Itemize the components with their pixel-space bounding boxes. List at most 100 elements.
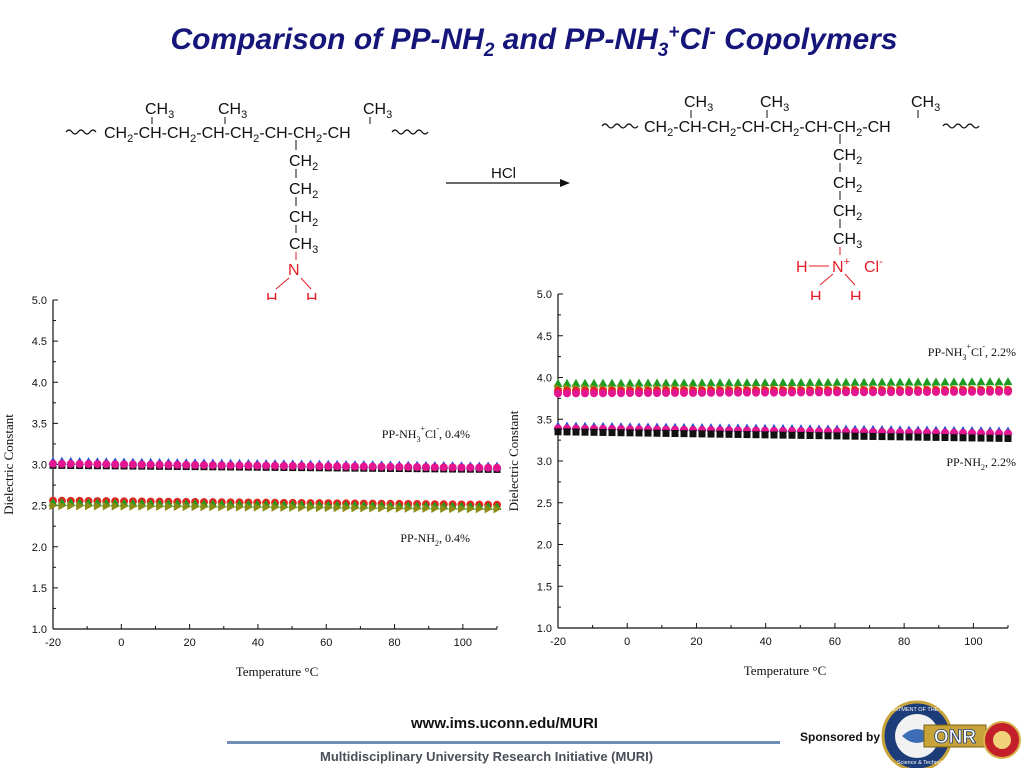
- title-text-2: and PP-NH: [494, 23, 658, 56]
- data-point-6: [554, 428, 562, 436]
- data-point-2: [244, 461, 253, 470]
- data-point-2: [155, 460, 164, 469]
- data-point-0: [850, 377, 860, 386]
- data-point-2: [57, 459, 66, 468]
- right-nitrogen: N+: [832, 256, 850, 276]
- data-point-2: [279, 461, 288, 470]
- left-dielectric-chart: 1.0 1.5 2.0 2.5 3.0 3.5 4.0 4.5 5.0 -20 0 20 40 60 80 1…: [1, 295, 502, 679]
- data-point-6: [860, 432, 868, 440]
- data-point-6: [887, 433, 895, 441]
- x-tick-label: 40: [760, 636, 772, 648]
- data-point-3: [851, 388, 859, 397]
- data-point-0: [985, 377, 995, 386]
- data-point-2: [226, 461, 235, 470]
- data-point-3: [572, 389, 580, 398]
- data-point-6: [752, 431, 760, 439]
- data-point-0: [868, 377, 878, 386]
- annotation-subscript: 2: [435, 539, 439, 548]
- data-point-5: [235, 502, 244, 512]
- data-point-6: [734, 430, 742, 438]
- data-point-6: [878, 433, 886, 441]
- title-subscript-1: 2: [483, 40, 495, 61]
- data-point-6: [977, 434, 985, 442]
- data-point-0: [715, 378, 725, 387]
- data-point-2: [217, 461, 226, 470]
- data-point-2: [253, 461, 262, 470]
- data-point-3: [860, 388, 868, 397]
- series-6: [554, 428, 1012, 442]
- data-point-3: [698, 388, 706, 397]
- data-point-5: [191, 502, 200, 512]
- data-point-2: [182, 460, 191, 469]
- y-tick-label: 4.5: [32, 336, 47, 348]
- data-point-2: [84, 460, 93, 469]
- left-wavy-bond-end: [391, 129, 429, 135]
- right-methyl-1: CH3: [684, 94, 713, 114]
- marine-emblem-globe: [993, 731, 1011, 749]
- data-point-5: [449, 504, 458, 514]
- data-point-2: [102, 460, 111, 469]
- data-point-6: [923, 433, 931, 441]
- x-tick-label: 20: [183, 637, 195, 649]
- data-point-2: [306, 462, 315, 471]
- series-0: [553, 377, 1013, 387]
- data-point-6: [716, 430, 724, 438]
- data-point-3: [887, 388, 895, 397]
- x-tick-label: -20: [550, 636, 566, 648]
- right-side-ch2-2: CH2: [833, 175, 862, 195]
- x-tick-label: 80: [898, 636, 910, 648]
- data-point-5: [253, 502, 262, 512]
- data-point-0: [958, 377, 968, 386]
- data-point-3: [896, 388, 904, 397]
- sponsored-by-label: Sponsored by: [800, 730, 881, 744]
- annotation-ion: Cl: [971, 345, 983, 359]
- annotation-main: PP-NH: [400, 531, 435, 545]
- annotation-ion: Cl: [425, 427, 437, 441]
- data-point-5: [244, 502, 253, 512]
- annotation-tail: , 0.4%: [439, 531, 470, 545]
- data-point-6: [617, 429, 625, 437]
- data-point-2: [146, 460, 155, 469]
- data-point-0: [661, 378, 671, 387]
- data-point-5: [209, 502, 218, 512]
- data-point-3: [608, 389, 616, 398]
- right-methyl-3: CH3: [911, 94, 940, 114]
- data-point-5: [315, 503, 324, 513]
- data-point-6: [599, 428, 607, 436]
- data-point-6: [707, 430, 715, 438]
- data-point-3: [941, 387, 949, 396]
- data-point-5: [164, 501, 173, 511]
- data-point-3: [653, 388, 661, 397]
- data-point-2: [413, 463, 422, 472]
- data-point-3: [833, 388, 841, 397]
- onr-logo: DEPARTMENT OF THE NAVY Science & Technol…: [880, 700, 1021, 768]
- data-point-6: [896, 433, 904, 441]
- data-point-5: [422, 503, 431, 513]
- data-point-5: [271, 502, 280, 512]
- y-tick-label: 1.5: [537, 581, 552, 593]
- left-methyl-3: CH3: [363, 101, 392, 121]
- footer-url[interactable]: www.ims.uconn.edu/MURI: [411, 715, 598, 732]
- data-point-6: [968, 434, 976, 442]
- data-point-5: [76, 501, 85, 511]
- data-point-6: [869, 432, 877, 440]
- data-point-2: [404, 462, 413, 471]
- data-point-0: [859, 377, 869, 386]
- data-point-6: [689, 430, 697, 438]
- data-point-0: [814, 377, 824, 386]
- data-point-5: [289, 502, 298, 512]
- data-point-3: [626, 389, 634, 398]
- data-point-0: [967, 377, 977, 386]
- x-tick-label: 0: [624, 636, 630, 648]
- data-point-5: [138, 501, 147, 511]
- series-5: [49, 501, 502, 514]
- data-point-3: [734, 388, 742, 397]
- left-h-1: H: [266, 291, 278, 300]
- data-point-6: [779, 431, 787, 439]
- data-point-0: [670, 378, 680, 387]
- data-point-3: [581, 389, 589, 398]
- data-point-0: [895, 377, 905, 386]
- data-point-2: [164, 460, 173, 469]
- data-point-0: [652, 378, 662, 387]
- right-methyl-2: CH3: [760, 94, 789, 114]
